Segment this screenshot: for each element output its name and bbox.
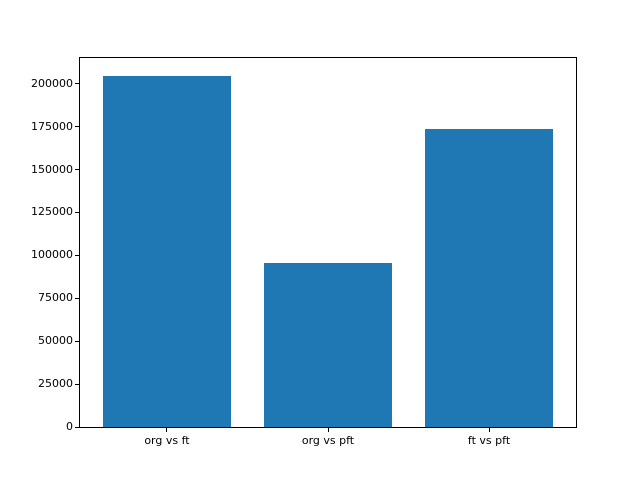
x-tick-label: org vs ft [144, 434, 190, 447]
y-tick-mark [75, 340, 79, 342]
x-tick-mark [488, 428, 490, 432]
x-tick-label: ft vs pft [467, 434, 511, 447]
bar-org-vs-pft [263, 263, 393, 427]
y-tick-mark [75, 297, 79, 299]
x-tick-label: org vs pft [301, 434, 355, 447]
y-tick-label: 200000 [31, 76, 73, 90]
x-tick-mark [166, 428, 168, 432]
bar-ft-vs-pft [424, 129, 554, 427]
y-tick-label: 175000 [31, 119, 73, 133]
y-tick-label: 25000 [38, 377, 73, 391]
y-tick-mark [75, 426, 79, 428]
x-tick-mark [327, 428, 329, 432]
plot-area: 0 25000 50000 75000 100000 125000 150000 175000… [31, 57, 577, 447]
y-tick-label: 150000 [31, 162, 73, 176]
y-tick-mark [75, 126, 79, 128]
y-tick-label: 0 [66, 420, 73, 433]
y-tick-mark [75, 169, 79, 171]
y-tick-mark [75, 83, 79, 85]
y-tick-mark [75, 383, 79, 385]
y-tick-mark [75, 254, 79, 256]
bar-org-vs-ft [102, 75, 232, 427]
y-tick-label: 75000 [38, 291, 73, 305]
y-tick-mark [75, 211, 79, 213]
y-tick-label: 125000 [31, 205, 73, 219]
y-tick-label: 100000 [31, 248, 73, 262]
y-tick-label: 50000 [38, 334, 73, 348]
